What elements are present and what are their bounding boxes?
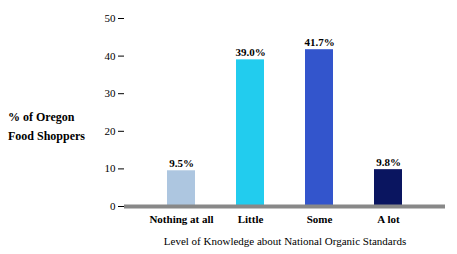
svg-text:Some: Some (307, 213, 333, 225)
svg-text:9.5%: 9.5% (169, 157, 194, 169)
svg-text:39.0%: 39.0% (235, 46, 265, 58)
svg-text:30: 30 (105, 87, 117, 99)
svg-text:41.7%: 41.7% (304, 36, 334, 48)
svg-text:40: 40 (105, 50, 117, 62)
svg-text:10: 10 (105, 162, 117, 174)
svg-text:20: 20 (105, 125, 117, 137)
svg-text:Nothing at all: Nothing at all (149, 213, 213, 225)
svg-text:Little: Little (238, 213, 264, 225)
svg-text:9.8%: 9.8% (376, 156, 401, 168)
svg-text:A lot: A lot (377, 213, 400, 225)
svg-text:50: 50 (105, 12, 117, 24)
svg-text:0: 0 (110, 200, 116, 212)
html-text:% of Oregon Food Shoppers: % of Oregon Food Shoppers (8, 109, 85, 143)
svg-text:Level of Knowledge about Natio: Level of Knowledge about National Organi… (164, 235, 406, 247)
